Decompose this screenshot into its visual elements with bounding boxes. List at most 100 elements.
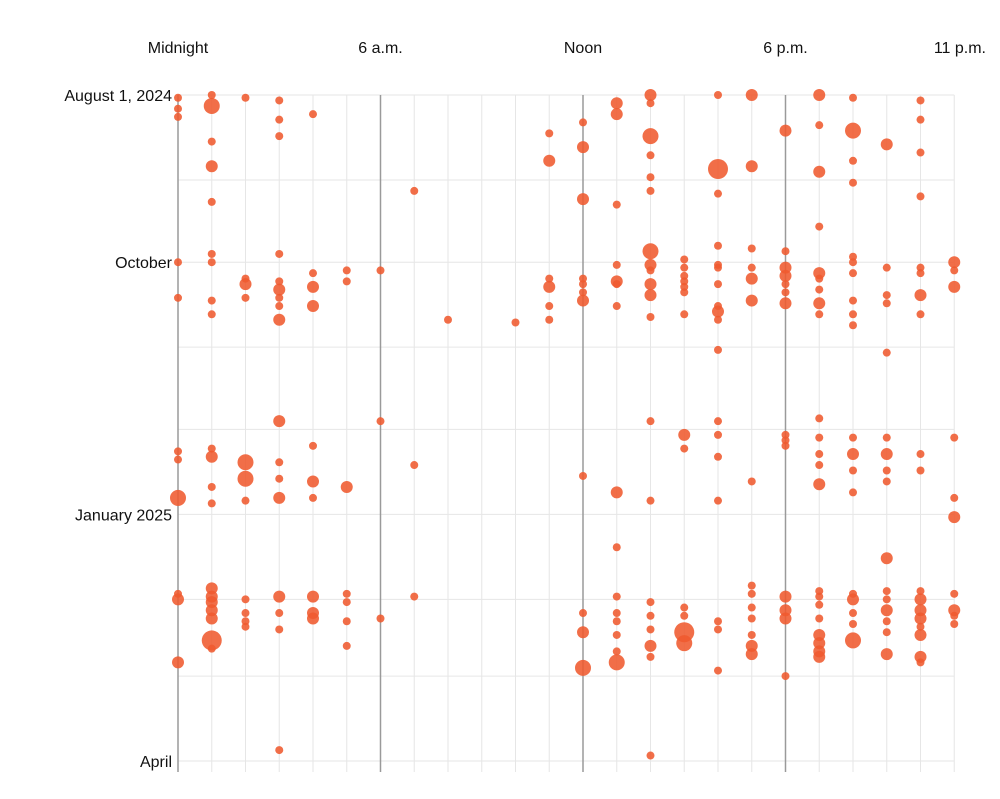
data-point	[779, 261, 792, 274]
data-point	[815, 433, 824, 442]
data-point	[882, 617, 891, 626]
data-point	[644, 639, 657, 652]
data-point	[646, 652, 655, 661]
data-point	[207, 499, 216, 508]
data-point	[747, 581, 756, 590]
data-point	[781, 247, 790, 256]
data-point	[747, 630, 756, 639]
data-point	[241, 595, 250, 604]
data-point	[646, 625, 655, 634]
data-point	[579, 280, 587, 289]
data-point	[342, 598, 351, 607]
data-point	[680, 603, 689, 612]
data-point	[948, 256, 961, 269]
data-point	[646, 417, 655, 426]
data-point	[275, 293, 284, 302]
data-point	[376, 417, 385, 426]
data-point	[174, 455, 182, 464]
data-point	[577, 294, 589, 307]
data-point	[579, 274, 587, 283]
data-point	[849, 252, 857, 261]
data-point	[612, 617, 621, 626]
data-point	[612, 280, 621, 289]
data-point	[882, 628, 891, 637]
data-points	[170, 89, 961, 760]
data-point	[241, 293, 250, 302]
data-point	[813, 89, 826, 101]
data-point	[813, 628, 826, 641]
data-point	[747, 477, 756, 486]
data-point	[849, 269, 857, 278]
data-point	[849, 433, 857, 442]
data-point	[714, 666, 722, 675]
data-point	[275, 132, 284, 141]
data-point	[207, 482, 216, 491]
data-point	[948, 511, 961, 524]
data-point	[714, 617, 722, 626]
data-point	[376, 614, 385, 623]
data-point	[273, 590, 286, 603]
data-point	[882, 595, 891, 604]
data-point	[275, 115, 284, 124]
data-point	[747, 244, 756, 253]
data-point	[545, 315, 554, 324]
data-point	[747, 614, 756, 623]
x-tick-label: Midnight	[148, 40, 209, 57]
data-point	[207, 644, 216, 653]
data-point	[880, 552, 893, 565]
data-point	[714, 452, 722, 461]
data-point	[575, 659, 591, 676]
data-point	[241, 93, 250, 102]
data-point	[680, 263, 689, 272]
data-point	[241, 496, 250, 505]
data-point	[847, 593, 859, 606]
data-point	[205, 612, 218, 625]
data-point	[815, 222, 824, 231]
data-point	[342, 266, 351, 275]
data-point	[845, 122, 861, 139]
data-point	[781, 441, 790, 450]
data-point	[612, 647, 621, 656]
data-point	[880, 138, 893, 151]
data-point	[579, 288, 587, 297]
data-point	[714, 315, 722, 324]
data-point	[680, 310, 689, 319]
data-point	[680, 277, 689, 286]
data-point	[342, 589, 351, 598]
data-point	[579, 471, 587, 480]
data-point	[309, 110, 317, 119]
data-point	[612, 302, 621, 311]
data-point	[882, 466, 891, 475]
data-point	[174, 104, 182, 113]
data-point	[747, 603, 756, 612]
data-point	[916, 622, 925, 631]
data-point	[646, 313, 655, 322]
data-point	[174, 293, 182, 302]
data-point	[714, 417, 722, 426]
data-point	[779, 124, 792, 137]
data-point	[714, 189, 722, 198]
data-point	[644, 289, 657, 302]
data-point	[275, 277, 284, 286]
data-point	[680, 611, 689, 620]
data-point	[680, 271, 689, 280]
data-point	[239, 278, 252, 291]
data-point	[174, 447, 182, 456]
data-point	[273, 313, 286, 326]
data-point	[207, 91, 216, 99]
data-point	[307, 300, 319, 313]
data-point	[646, 151, 655, 160]
data-point	[203, 97, 220, 114]
data-point	[849, 488, 857, 497]
data-point	[444, 315, 452, 324]
data-point	[174, 93, 182, 102]
data-point	[779, 297, 792, 310]
data-point	[950, 619, 959, 628]
data-point	[815, 274, 824, 283]
data-point	[882, 299, 891, 308]
data-point	[207, 137, 216, 146]
y-tick-label: October	[115, 255, 173, 272]
data-point	[916, 587, 925, 596]
data-point	[205, 582, 218, 595]
